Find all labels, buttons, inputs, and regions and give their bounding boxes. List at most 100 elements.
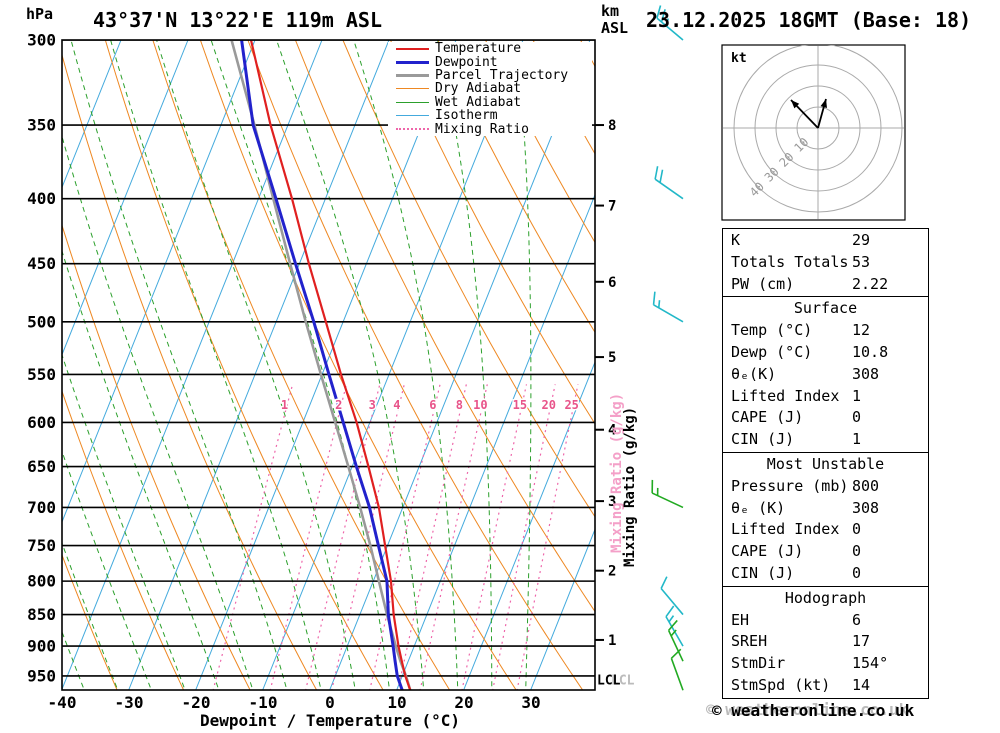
svg-text:650: 650 <box>27 457 56 476</box>
parcel-trajectory-line <box>230 40 412 690</box>
svg-text:1: 1 <box>608 633 616 649</box>
copyright: © weatheronline.co.uk <box>712 701 915 720</box>
svg-text:30: 30 <box>521 693 540 712</box>
table-row: Dewp (°C) 10.8 <box>731 342 889 361</box>
dry-adiabat-line-swatch <box>396 88 429 90</box>
svg-text:7: 7 <box>608 199 616 215</box>
svg-text:8: 8 <box>456 398 463 412</box>
surface-section-header: Surface <box>793 299 858 318</box>
wind-barb <box>654 166 684 200</box>
stats-panel: K 29 Totals Totals 53 PW (cm) 2.22 Surface … <box>722 228 929 699</box>
svg-text:600: 600 <box>27 413 56 432</box>
svg-text:10: 10 <box>473 398 487 412</box>
hodograph-box <box>721 44 906 221</box>
svg-text:5: 5 <box>608 350 616 366</box>
svg-text:15: 15 <box>513 398 527 412</box>
svg-text:750: 750 <box>27 536 56 555</box>
station-title: 43°37'N 13°22'E 119m ASL <box>93 8 382 32</box>
legend-item-dry-adiabat: Dry Adiabat <box>388 81 592 97</box>
legend-label: Dry Adiabat <box>435 81 522 97</box>
run-title: 23.12.2025 18GMT (Base: 18) <box>646 8 972 32</box>
wind-barb <box>656 5 684 41</box>
dewpoint-line <box>240 40 404 690</box>
table-row: K 29 <box>731 231 871 249</box>
svg-text:6: 6 <box>429 398 436 412</box>
svg-text:-10: -10 <box>249 693 278 712</box>
svg-text:2: 2 <box>335 398 342 412</box>
svg-text:1: 1 <box>281 398 288 412</box>
svg-text:550: 550 <box>27 365 56 384</box>
table-row: StmDir 154° <box>731 654 889 673</box>
dewpoint-line-swatch <box>396 60 429 64</box>
legend-label: Isotherm <box>435 108 498 124</box>
most-unstable-section-header: Most Unstable <box>766 454 885 473</box>
wind-barb <box>660 576 684 616</box>
svg-text:0: 0 <box>325 693 335 712</box>
svg-text:4: 4 <box>608 423 616 439</box>
svg-text:800: 800 <box>27 572 56 591</box>
hodograph-section: Hodograph EH 6 SREH 17 StmDir 154° StmSpd (… <box>722 585 929 699</box>
legend-item-isotherm: Isotherm <box>388 108 592 124</box>
svg-text:3: 3 <box>608 494 616 510</box>
mixing-ratio-axis-label: Mixing Ratio (g/kg) <box>622 406 638 567</box>
wind-barb <box>667 619 684 662</box>
svg-text:4: 4 <box>393 398 400 412</box>
svg-text:-30: -30 <box>115 693 144 712</box>
legend-label: Parcel Trajectory <box>435 67 569 83</box>
background-grid <box>62 40 595 690</box>
legend-item-dewpoint: Dewpoint <box>388 54 592 70</box>
svg-text:6: 6 <box>608 275 616 291</box>
svg-text:-40: -40 <box>48 693 77 712</box>
table-row: StmSpd (kt) 14 <box>731 675 871 694</box>
table-row: Pressure (mb) 800 <box>731 476 880 495</box>
altitude-axis-unit: km ASL <box>601 3 628 37</box>
svg-text:300: 300 <box>27 31 56 50</box>
svg-text:900: 900 <box>27 637 56 656</box>
mixing-ratio-line-swatch <box>396 128 429 131</box>
svg-text:-20: -20 <box>182 693 211 712</box>
surface-section: Surface Temp (°C) 12 Dewp (°C) 10.8 θₑ(K) 3… <box>722 296 929 453</box>
table-row: Totals Totals 53 <box>731 252 871 271</box>
legend-item-mixing-ratio: Mixing Ratio <box>388 121 592 137</box>
parcel-line-swatch <box>396 73 429 77</box>
table-row: CIN (J) 0 <box>731 563 862 582</box>
svg-text:25: 25 <box>564 398 578 412</box>
altitude-unit-asl: ASL <box>601 19 629 37</box>
indices-section: K 29 Totals Totals 53 PW (cm) 2.22 <box>722 228 929 298</box>
x-axis-label: Dewpoint / Temperature (°C) <box>199 711 461 730</box>
table-row: CAPE (J) 0 <box>731 408 862 427</box>
wind-barb <box>652 291 684 323</box>
svg-text:400: 400 <box>27 189 56 208</box>
table-row: PW (cm) 2.22 <box>731 274 889 293</box>
svg-text:LCL: LCL <box>597 674 621 689</box>
table-row: CAPE (J) 0 <box>731 542 862 561</box>
table-row: EH 6 <box>731 610 862 629</box>
table-row: CIN (J) 1 <box>731 430 862 449</box>
svg-text:LCL: LCL <box>611 674 635 689</box>
pressure-axis-unit: hPa <box>26 5 54 23</box>
table-row: Lifted Index 0 <box>731 520 862 539</box>
temperature-line-swatch <box>396 47 429 50</box>
table-row: θₑ(K) 308 <box>731 364 880 383</box>
svg-text:2: 2 <box>608 564 616 580</box>
wind-barb <box>670 648 684 691</box>
svg-text:8: 8 <box>608 118 616 134</box>
table-row: Lifted Index 1 <box>731 386 862 405</box>
svg-text:850: 850 <box>27 605 56 624</box>
svg-text:500: 500 <box>27 312 56 331</box>
legend-label: Dewpoint <box>435 54 498 70</box>
temperature-line <box>249 40 412 690</box>
legend-item-wet-adiabat: Wet Adiabat <box>388 95 592 110</box>
legend-label: Temperature <box>435 41 522 57</box>
svg-text:950: 950 <box>27 666 56 685</box>
most-unstable-section: Most Unstable Pressure (mb) 800 θₑ (K) 308… <box>722 451 929 587</box>
legend-item-temperature: Temperature <box>388 41 592 57</box>
svg-text:3: 3 <box>369 398 376 412</box>
wind-barb <box>651 479 684 509</box>
svg-text:20: 20 <box>454 693 473 712</box>
svg-text:10: 10 <box>387 693 406 712</box>
legend-label: Mixing Ratio <box>435 121 529 137</box>
table-row: Temp (°C) 12 <box>731 321 871 340</box>
